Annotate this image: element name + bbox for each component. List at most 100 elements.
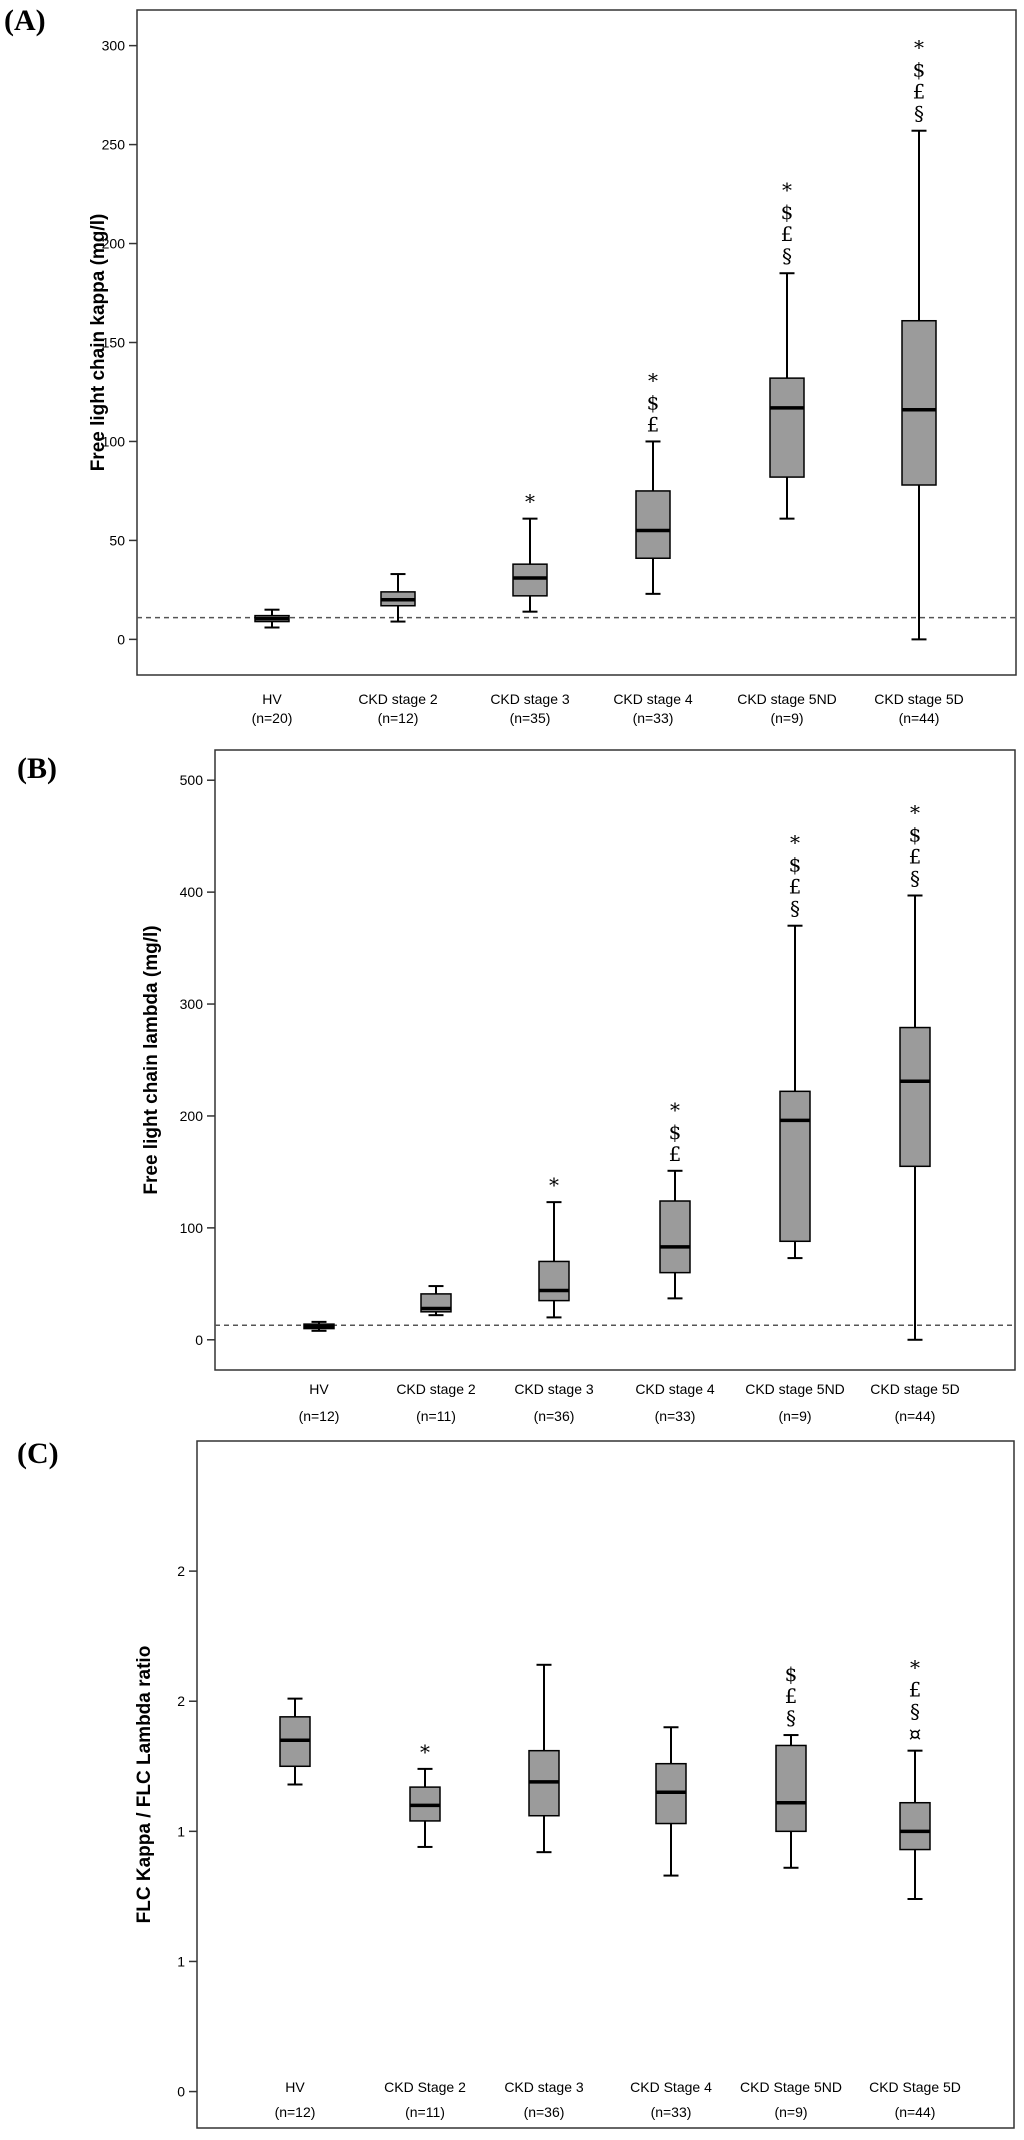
chart2-box — [538, 1260, 570, 1302]
chart1-category-n-label: (n=44) — [899, 710, 940, 726]
chart2-plot-frame — [214, 749, 1016, 1371]
chart3-y-tick-label: 1 — [177, 1953, 185, 1969]
chart2-y-tick-label: 200 — [180, 1108, 204, 1124]
chart3-y-tick-label: 0 — [177, 2084, 185, 2100]
chart2-significance-marker: £ — [789, 875, 802, 899]
chart1-category-label: CKD stage 2 — [358, 691, 438, 707]
chart3-significance-marker: § — [910, 1700, 920, 1724]
chart1-y-tick-label: 150 — [102, 335, 126, 351]
chart3-significance-marker: * — [420, 1740, 430, 1764]
chart3-category-label: CKD Stage 5ND — [740, 2079, 842, 2095]
chart1-category-label: HV — [262, 691, 282, 707]
chart1-significance-marker: § — [782, 244, 792, 268]
chart3-significance-marker: £ — [785, 1684, 798, 1708]
chart2-significance-marker: £ — [669, 1142, 682, 1166]
chart3-category-label: CKD stage 3 — [504, 2079, 584, 2095]
chart1-significance-marker: * — [914, 36, 924, 60]
chart1-significance-marker: £ — [913, 80, 926, 104]
chart2-category-label: CKD stage 5ND — [745, 1381, 845, 1397]
chart2-y-tick-label: 0 — [195, 1332, 203, 1348]
chart1-y-tick-label: 100 — [102, 433, 126, 449]
chart1-significance-marker: § — [914, 102, 924, 126]
chart1-category-label: CKD stage 5ND — [737, 691, 837, 707]
chart1-y-axis-label: Free light chain kappa (mg/l) — [88, 214, 109, 472]
chart1-box — [901, 319, 937, 486]
chart1-significance-marker: £ — [647, 412, 660, 436]
chart1-significance-marker: * — [648, 368, 658, 392]
chart1-plot-frame — [136, 9, 1017, 676]
chart3-significance-marker: $ — [785, 1662, 798, 1686]
chart3-y-tick-label: 2 — [177, 1693, 185, 1709]
chart3-category-n-label: (n=44) — [895, 2104, 936, 2120]
chart2-significance-marker: * — [790, 831, 800, 855]
chart1-category-n-label: (n=12) — [378, 710, 419, 726]
chart3-category-n-label: (n=33) — [651, 2104, 692, 2120]
chart1-category-label: CKD stage 4 — [613, 691, 693, 707]
chart1-category-n-label: (n=20) — [252, 710, 293, 726]
chart2-y-tick-label: 500 — [180, 772, 204, 788]
chart2-category-label: CKD stage 2 — [396, 1381, 476, 1397]
chart2-y-tick-label: 300 — [180, 996, 204, 1012]
chart2-category-label: CKD stage 4 — [635, 1381, 715, 1397]
chart3-category-label: CKD Stage 4 — [630, 2079, 712, 2095]
chart2-significance-marker: $ — [789, 853, 802, 877]
chart3-significance-marker: £ — [909, 1678, 922, 1702]
chart1-category-label: CKD stage 5D — [874, 691, 963, 707]
chart2-y-tick-label: 100 — [180, 1220, 204, 1236]
chart2-significance-marker: * — [910, 800, 920, 824]
chart3-y-axis-label: FLC Kappa / FLC Lambda ratio — [134, 1646, 155, 1924]
chart3-category-n-label: (n=11) — [405, 2104, 445, 2120]
chart1-significance-marker: * — [782, 178, 792, 202]
chart3-significance-marker: ¤ — [909, 1722, 922, 1746]
chart1-significance-marker: £ — [781, 222, 794, 246]
chart3-significance-marker: * — [910, 1656, 920, 1680]
chart2-significance-marker: £ — [909, 844, 922, 868]
chart3-plot-frame — [196, 1440, 1015, 2129]
chart1-category-n-label: (n=33) — [633, 710, 674, 726]
chart3-category-n-label: (n=12) — [275, 2104, 316, 2120]
chart2-significance-marker: $ — [669, 1120, 682, 1144]
chart2-significance-marker: § — [910, 866, 920, 890]
chart3-category-n-label: (n=36) — [524, 2104, 565, 2120]
chart3-y-tick-label: 2 — [177, 1563, 185, 1579]
chart1-significance-marker: $ — [913, 58, 926, 82]
chart1-box — [769, 377, 805, 478]
chart2-category-label: CKD stage 3 — [514, 1381, 594, 1397]
chart1-y-tick-label: 0 — [117, 631, 125, 647]
chart1-y-tick-label: 200 — [102, 236, 126, 252]
chart2-category-n-label: (n=36) — [534, 1408, 575, 1424]
panel-label-a: (A) — [4, 4, 46, 37]
chart2-significance-marker: * — [549, 1173, 559, 1197]
chart2-category-label: CKD stage 5D — [870, 1381, 959, 1397]
chart3-y-tick-label: 1 — [177, 1823, 185, 1839]
chart1-category-n-label: (n=35) — [510, 710, 551, 726]
chart2-box — [779, 1090, 811, 1243]
chart2-significance-marker: * — [670, 1098, 680, 1122]
chart1-category-label: CKD stage 3 — [490, 691, 570, 707]
chart1-y-tick-label: 50 — [109, 532, 125, 548]
chart2-category-n-label: (n=33) — [655, 1408, 696, 1424]
chart1-box — [512, 563, 548, 597]
chart2-box — [899, 1026, 931, 1168]
chart3-significance-marker: § — [786, 1706, 796, 1730]
chart1-box — [635, 490, 671, 559]
chart2-significance-marker: $ — [909, 822, 922, 846]
chart3-category-label: HV — [285, 2079, 305, 2095]
chart1-significance-marker: * — [525, 490, 535, 514]
chart3-category-label: CKD Stage 2 — [384, 2079, 466, 2095]
chart2-y-axis-label: Free light chain lambda (mg/l) — [141, 925, 162, 1194]
chart1-significance-marker: $ — [781, 200, 794, 224]
chart3-box — [775, 1744, 807, 1833]
chart3-box — [899, 1801, 931, 1851]
chart2-significance-marker: § — [790, 897, 800, 921]
chart2-category-n-label: (n=9) — [778, 1408, 811, 1424]
chart1-significance-marker: $ — [647, 390, 660, 414]
chart1-y-tick-label: 250 — [102, 137, 126, 153]
chart3-category-n-label: (n=9) — [774, 2104, 807, 2120]
chart2-category-label: HV — [309, 1381, 329, 1397]
chart2-y-tick-label: 400 — [180, 884, 204, 900]
chart3-category-label: CKD Stage 5D — [869, 2079, 961, 2095]
chart1-y-tick-label: 300 — [102, 38, 126, 54]
panel-label-c: (C) — [17, 1437, 59, 1470]
